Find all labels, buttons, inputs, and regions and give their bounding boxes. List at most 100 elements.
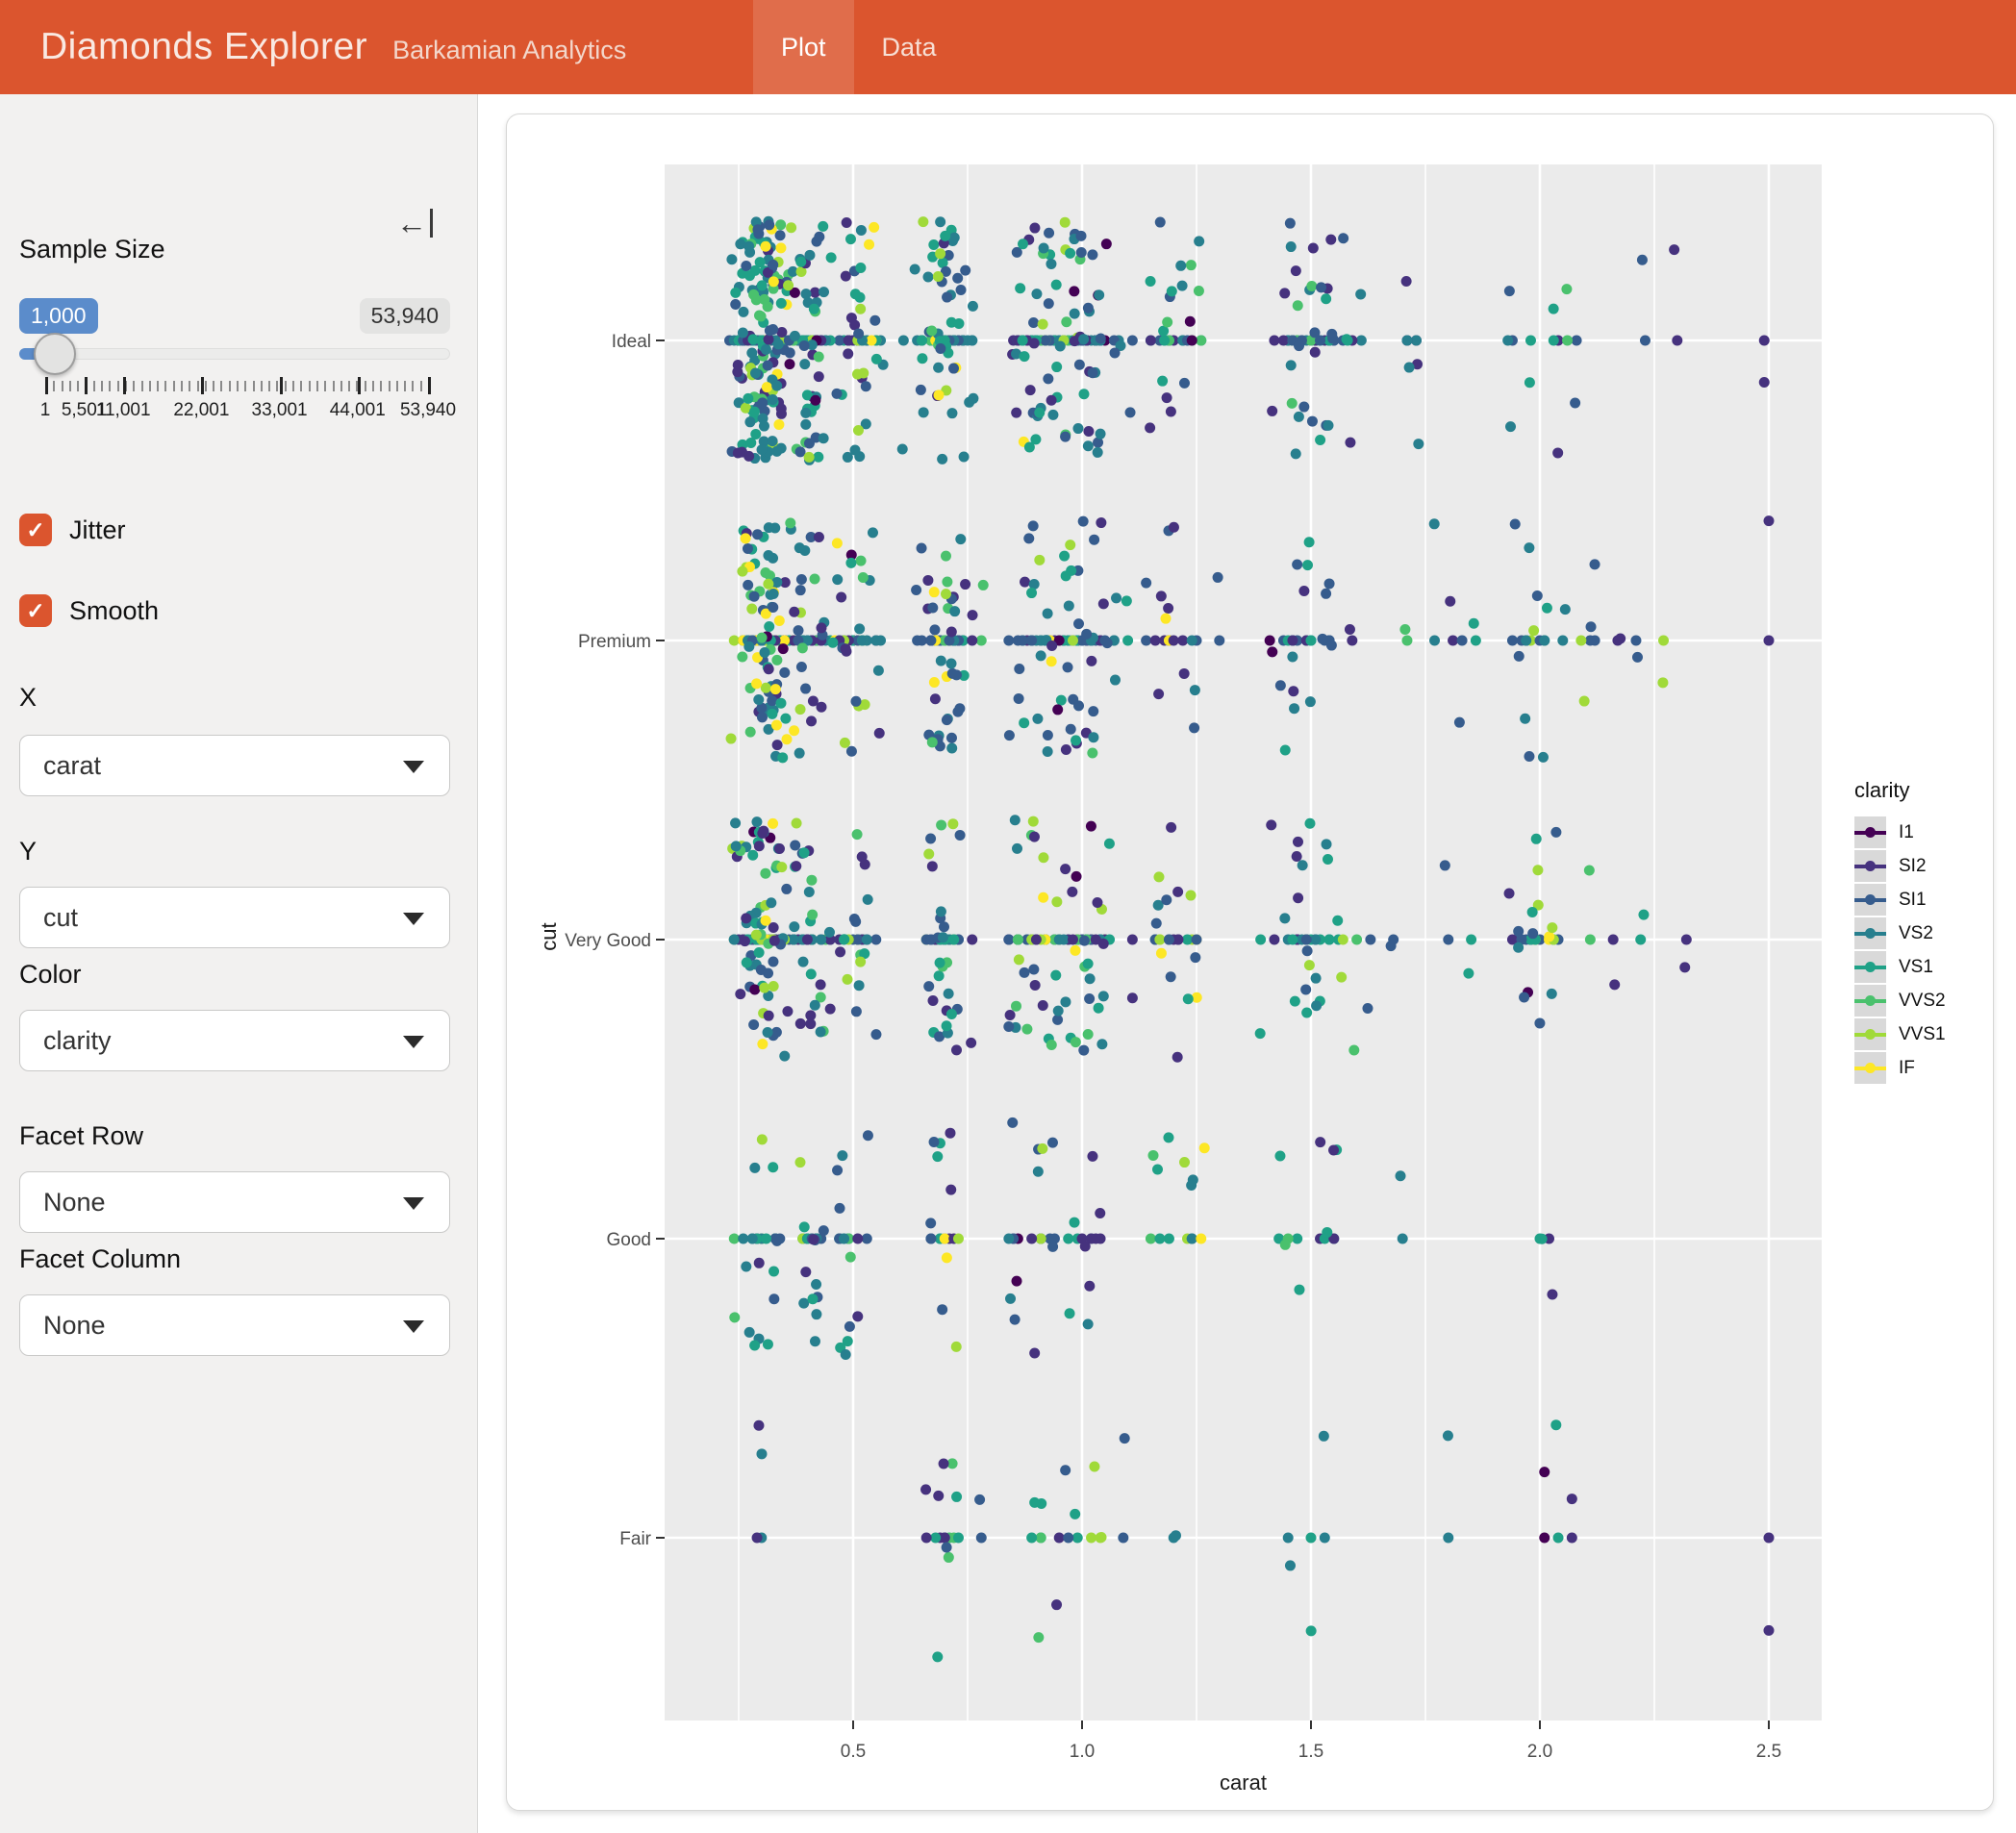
slider-minor-tick (324, 381, 327, 391)
legend-item: VVS2 (1854, 985, 1946, 1017)
legend-key-swatch (1854, 951, 1886, 983)
checkbox-check-icon[interactable]: ✓ (19, 514, 52, 546)
slider-major-tick (84, 377, 88, 394)
slider-minor-tick (340, 381, 342, 391)
legend-key-swatch (1854, 985, 1886, 1017)
legend-key-swatch (1854, 917, 1886, 949)
slider-track[interactable] (19, 348, 450, 360)
legend-item: I1 (1854, 816, 1946, 848)
svg-text:Premium: Premium (578, 632, 651, 652)
color-select[interactable]: clarity (19, 1010, 450, 1071)
smooth-checkbox[interactable]: ✓ Smooth (19, 594, 159, 627)
legend: clarity I1 SI2 SI1 VS2 VS1 VVS2 VVS1 IF (1854, 778, 1946, 1086)
color-select-label: Color (19, 960, 82, 989)
brand: Diamonds Explorer Barkamian Analytics (0, 26, 626, 68)
slider-tick-label: 44,001 (329, 400, 386, 420)
legend-label: IF (1899, 1057, 1915, 1078)
legend-label: SI2 (1899, 855, 1927, 876)
slider-tick-label: 22,001 (173, 400, 230, 420)
slider-minor-tick (157, 381, 160, 391)
slider-minor-tick (101, 381, 104, 391)
svg-text:Fair: Fair (619, 1529, 651, 1549)
nav-tabs: Plot Data (753, 0, 965, 94)
jitter-checkbox[interactable]: ✓ Jitter (19, 514, 126, 546)
y-select-label: Y (19, 837, 38, 866)
slider-major-tick (428, 377, 431, 394)
legend-label: VS1 (1899, 956, 1933, 977)
chevron-down-icon (403, 1036, 424, 1048)
sidebar: ← Sample Size 1,000 53,940 1 5,501 11,001 2… (0, 94, 478, 1833)
slider-minor-tick (164, 381, 167, 391)
legend-label: VVS2 (1899, 990, 1946, 1011)
bar-icon (430, 209, 433, 238)
slider-minor-tick (53, 381, 56, 391)
slider-minor-tick (412, 381, 415, 391)
svg-text:2.5: 2.5 (1756, 1742, 1781, 1762)
slider-tick-label: 11,001 (95, 400, 151, 420)
slider-minor-tick (172, 381, 175, 391)
legend-item: VS2 (1854, 917, 1946, 949)
facet-row-select[interactable]: None (19, 1171, 450, 1233)
legend-key-swatch (1854, 1018, 1886, 1050)
legend-key-swatch (1854, 884, 1886, 916)
sidebar-collapse-icon[interactable]: ← (396, 208, 433, 239)
legend-items: I1 SI2 SI1 VS2 VS1 VVS2 VVS1 IF (1854, 816, 1946, 1084)
app-title: Diamonds Explorer (40, 26, 368, 67)
legend-label: VVS1 (1899, 1023, 1946, 1044)
slider-minor-tick (308, 381, 311, 391)
slider-minor-tick (332, 381, 335, 391)
sample-size-slider[interactable]: 1,000 53,940 1 5,501 11,001 22,001 33,001 44,… (19, 298, 456, 433)
tab-plot[interactable]: Plot (753, 0, 854, 94)
legend-item: SI2 (1854, 850, 1946, 882)
legend-label: VS2 (1899, 922, 1933, 943)
facet-column-select-label: Facet Column (19, 1244, 182, 1273)
x-select[interactable]: carat (19, 735, 450, 796)
slider-minor-tick (228, 381, 231, 391)
navbar: Diamonds Explorer Barkamian Analytics Pl… (0, 0, 2016, 94)
x-select-label: X (19, 683, 38, 712)
slider-major-tick (279, 377, 283, 394)
svg-text:0.5: 0.5 (841, 1742, 866, 1762)
slider-minor-tick (252, 381, 255, 391)
tab-data[interactable]: Data (881, 32, 937, 62)
slider-tick-label: 5,501 (61, 400, 108, 420)
svg-text:1.0: 1.0 (1070, 1742, 1095, 1762)
app-subtitle: Barkamian Analytics (392, 36, 627, 64)
slider-minor-tick (220, 381, 223, 391)
slider-tick-label: 1 (39, 400, 51, 420)
slider-minor-tick (204, 381, 207, 391)
slider-major-tick (123, 377, 127, 394)
slider-minor-tick (68, 381, 71, 391)
facet-row-select-label: Facet Row (19, 1121, 144, 1150)
slider-major-tick (45, 377, 48, 394)
slider-minor-tick (244, 381, 247, 391)
slider-minor-tick (404, 381, 407, 391)
main-content: 0.5 1.0 1.5 2.0 2.5 Ideal Premium Very Good Good… (479, 94, 2016, 1833)
svg-text:1.5: 1.5 (1298, 1742, 1323, 1762)
svg-text:Very Good: Very Good (565, 931, 651, 951)
slider-minor-tick (260, 381, 263, 391)
slider-minor-tick (196, 381, 199, 391)
sample-size-label: Sample Size (19, 235, 165, 264)
chevron-down-icon (403, 1197, 424, 1210)
y-axis-title: cut (537, 922, 561, 951)
checkbox-check-icon[interactable]: ✓ (19, 594, 52, 627)
slider-tick-label: 53,940 (399, 400, 457, 420)
slider-minor-tick (276, 381, 279, 391)
slider-handle[interactable] (34, 333, 76, 375)
legend-item: VS1 (1854, 951, 1946, 983)
slider-minor-tick (419, 381, 422, 391)
left-arrow-icon: ← (396, 206, 427, 240)
slider-minor-tick (356, 381, 359, 391)
legend-item: SI1 (1854, 884, 1946, 916)
legend-title: clarity (1854, 778, 1910, 802)
y-select[interactable]: cut (19, 887, 450, 948)
slider-minor-tick (348, 381, 351, 391)
slider-minor-tick (189, 381, 191, 391)
slider-minor-tick (315, 381, 318, 391)
slider-minor-tick (109, 381, 112, 391)
slider-minor-tick (133, 381, 136, 391)
slider-minor-tick (284, 381, 287, 391)
slider-minor-tick (213, 381, 215, 391)
facet-column-select[interactable]: None (19, 1294, 450, 1356)
